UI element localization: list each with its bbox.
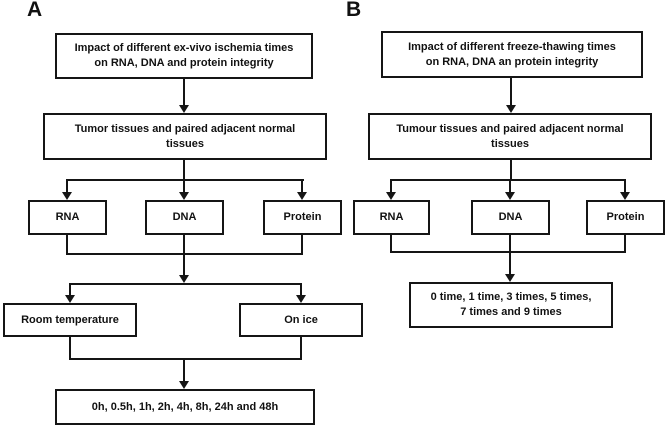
box-b-protein-label: Protein [606,211,645,223]
connector-b-rna [390,181,392,193]
panel-a-label: A [27,0,43,21]
connector-a-protein [301,181,303,193]
box-b-rna: RNA [353,200,430,235]
box-b-tissues-line1: Tumour tissues and paired adjacent norma… [396,122,624,135]
connector-a-rna-arrowhead [62,192,72,200]
connector-a1-arrowhead [179,105,189,113]
connector-a-merge-line [66,253,303,255]
connector-a-merge2-left [69,337,71,360]
box-a-tissues-line1: Tumor tissues and paired adjacent normal [74,122,296,135]
box-a-dna: DNA [145,200,224,235]
connector-b1-arrowhead [506,105,516,113]
connector-a-merge-left [66,235,68,255]
box-b-freeze-thaw-impact: Impact of different freeze-thawing times… [381,31,643,78]
box-b-dna-label: DNA [498,211,523,223]
connector-a-branch-line [66,179,304,181]
connector-a-merge2-line [69,358,302,360]
box-a-rna-label: RNA [55,211,80,223]
connector-a-merge-mid [183,235,185,253]
connector-a-ice-arrowhead [296,295,306,303]
connector-a-final-arrowhead [179,381,189,389]
connector-a-protein-arrowhead [297,192,307,200]
connector-a1 [183,79,185,106]
connector-a-dna-arrowhead [179,192,189,200]
box-a-room-temperature-label: Room temperature [21,313,119,326]
box-b-freeze-thaw-impact-line1: Impact of different freeze-thawing times [408,40,616,53]
connector-b-dna-arrowhead [505,192,515,200]
connector-a-split-line [69,283,302,285]
connector-b-branch-line [390,179,626,181]
connector-a-merge-right [301,235,303,255]
box-b-protein: Protein [586,200,665,235]
connector-a-merge2-right [300,337,302,360]
connector-b-merge-left [390,235,392,253]
box-a-tissues-line2: tissues [166,137,204,150]
box-b-times-line2: 7 times and 9 times [460,306,562,318]
connector-b1 [510,78,512,106]
connector-b-protein-arrowhead [620,192,630,200]
box-a-ischemia-impact: Impact of different ex-vivo ischemia tim… [55,33,313,79]
connector-b-rna-arrowhead [386,192,396,200]
connector-b-merge-right [624,235,626,253]
box-a-ischemia-impact-line1: Impact of different ex-vivo ischemia tim… [74,42,294,54]
box-a-tissues: Tumor tissues and paired adjacent normal… [43,113,327,160]
box-a-on-ice: On ice [239,303,363,337]
connector-b-protein [624,181,626,193]
connector-a-final [183,360,185,382]
box-b-times-line1: 0 time, 1 time, 3 times, 5 times, [430,291,592,303]
box-a-ischemia-impact-line2: on RNA, DNA and protein integrity [94,57,274,69]
connector-b-final [509,253,511,275]
box-a-protein-label: Protein [283,211,322,223]
connector-b-merge-mid [509,235,511,253]
connector-b-dna [509,181,511,193]
connector-a-rna [66,181,68,193]
box-a-room-temperature: Room temperature [3,303,137,337]
connector-a-to-split [183,255,185,276]
box-b-tissues: Tumour tissues and paired adjacent norma… [368,113,652,160]
panel-b-label: B [346,0,362,21]
connector-b2-stem [510,160,512,181]
box-a-on-ice-label: On ice [284,313,318,326]
connector-a-ice [300,285,302,296]
connector-b-final-arrowhead [505,274,515,282]
box-a-times-label: 0h, 0.5h, 1h, 2h, 4h, 8h, 24h and 48h [91,400,279,413]
connector-a2-stem [183,160,185,181]
connector-a-to-split-arrowhead [179,275,189,283]
connector-a-room [69,285,71,296]
connector-a-room-arrowhead [65,295,75,303]
connector-a-dna [183,181,185,193]
box-a-rna: RNA [28,200,107,235]
box-a-times: 0h, 0.5h, 1h, 2h, 4h, 8h, 24h and 48h [55,389,315,425]
box-b-tissues-line2: tissues [491,137,529,150]
box-b-dna: DNA [471,200,550,235]
box-b-times: 0 time, 1 time, 3 times, 5 times, 7 time… [409,282,613,328]
box-a-protein: Protein [263,200,342,235]
box-b-rna-label: RNA [379,211,404,223]
box-b-freeze-thaw-impact-line2: on RNA, DNA an protein integrity [425,55,599,68]
connector-b-merge-line [390,251,626,253]
box-a-dna-label: DNA [172,211,197,223]
